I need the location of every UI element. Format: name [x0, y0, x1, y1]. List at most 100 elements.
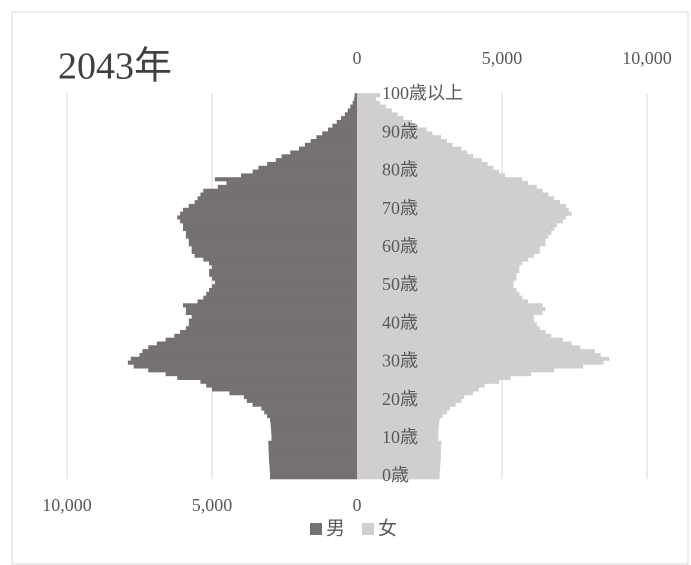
bar [188, 322, 357, 327]
bar [357, 356, 610, 361]
bar [357, 112, 398, 117]
y-tick-label: 10歳 [382, 427, 418, 447]
bar [188, 203, 357, 209]
bar [299, 146, 357, 151]
bar [357, 402, 456, 407]
bar [357, 433, 439, 438]
y-tick-label: 80歳 [382, 160, 418, 180]
bar [183, 223, 357, 228]
bar [357, 169, 500, 174]
bar [357, 238, 546, 243]
bar [185, 230, 357, 235]
bar [357, 448, 442, 453]
bar [357, 211, 572, 216]
bar [357, 142, 453, 147]
bar [357, 459, 441, 465]
bar [197, 196, 357, 201]
bar [357, 310, 543, 316]
bar [209, 268, 357, 274]
bar [357, 463, 441, 468]
bar [209, 288, 357, 293]
bar [281, 154, 357, 159]
bar [357, 421, 440, 426]
bar [188, 238, 357, 243]
bar [357, 314, 534, 319]
bar [183, 207, 357, 212]
chart-title: 2043年 [58, 46, 172, 88]
legend-swatch [310, 523, 322, 535]
bar [357, 173, 505, 178]
bar [304, 142, 357, 147]
bar [271, 429, 357, 434]
bar [357, 146, 462, 151]
bar [203, 188, 357, 193]
bar [252, 402, 357, 407]
bar [203, 295, 357, 300]
bar [177, 215, 357, 220]
bar [357, 161, 488, 167]
bar [206, 383, 357, 388]
bar [357, 475, 440, 480]
bar [357, 417, 440, 422]
bar [357, 440, 442, 445]
bar [194, 200, 357, 205]
bar [188, 242, 357, 247]
bar [357, 230, 552, 235]
bar [357, 394, 465, 400]
bar [271, 433, 357, 438]
bar [165, 372, 357, 377]
bar [357, 360, 604, 365]
bar [347, 108, 357, 113]
bar [200, 379, 357, 384]
x-tick-label: 0 [353, 495, 362, 515]
bar [209, 272, 357, 277]
bar [185, 326, 357, 331]
bar [130, 356, 357, 361]
bar [357, 150, 468, 155]
bar [357, 181, 529, 186]
bar [357, 391, 473, 396]
bar [133, 364, 357, 369]
x2-tick-label: 0 [353, 48, 362, 68]
bar [357, 154, 473, 159]
bar [357, 257, 529, 262]
x-tick-label: 10,000 [42, 495, 92, 515]
bar [357, 200, 560, 205]
bar [357, 352, 601, 358]
bar [269, 459, 357, 465]
bar [180, 330, 357, 335]
bar [352, 100, 357, 105]
bar [357, 414, 443, 419]
bar [270, 421, 357, 426]
bar [203, 257, 357, 262]
bar [127, 360, 358, 365]
bar [357, 203, 566, 209]
bar [206, 291, 357, 296]
bar [226, 181, 357, 186]
bar [214, 280, 357, 285]
x2-tick-label: 10,000 [622, 48, 672, 68]
x2-tick-label: 5,000 [482, 48, 523, 68]
bar [214, 177, 357, 182]
bar [357, 341, 572, 346]
bar [185, 307, 357, 312]
bar [268, 440, 357, 445]
bar [357, 207, 569, 212]
bar [357, 226, 555, 231]
bar [212, 284, 357, 289]
bar [229, 391, 357, 396]
bar [357, 139, 447, 144]
bar [357, 467, 440, 472]
bar [357, 284, 514, 289]
bar [357, 303, 543, 308]
bar [174, 333, 357, 338]
bar [357, 242, 546, 247]
bar [316, 135, 357, 140]
bar [357, 280, 514, 285]
bar [357, 123, 418, 128]
bar [357, 322, 537, 327]
bar [357, 379, 500, 384]
bar [148, 368, 357, 373]
bar [243, 394, 357, 400]
